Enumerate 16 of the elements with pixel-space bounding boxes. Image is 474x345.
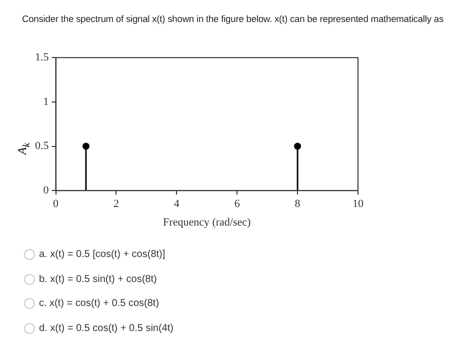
- x-tick-label: 10: [352, 198, 364, 210]
- x-tick-label: 2: [113, 198, 119, 210]
- text: a. x(t) = 0.5 [cos(t) + cos(8t)]: [39, 249, 166, 260]
- x-tick-label: 0: [53, 198, 59, 210]
- chart-title: Consider the spectrum of signal x(t) shown in the figure below. x(t) can be represented mathematically as: [22, 14, 444, 24]
- x-tick-label: 8: [294, 198, 301, 210]
- x-axis-title: Frequency (rad/sec): [163, 216, 252, 228]
- text: c. x(t) = cos(t) + 0.5 cos(8t): [39, 298, 160, 309]
- x-tick-label: 6: [234, 198, 240, 210]
- x-tick-label: 4: [174, 198, 180, 210]
- y-tick-label: 0: [43, 184, 50, 196]
- y-tick-label: 1: [43, 96, 49, 108]
- text: b. x(t) = 0.5 sin(t) + cos(8t): [39, 274, 157, 284]
- text: d. x(t) = 0.5 cos(t) + 0.5 sin(4t): [39, 322, 174, 334]
- y-tick-label: 0.5: [35, 140, 50, 152]
- y-tick-label: 1.5: [35, 51, 50, 64]
